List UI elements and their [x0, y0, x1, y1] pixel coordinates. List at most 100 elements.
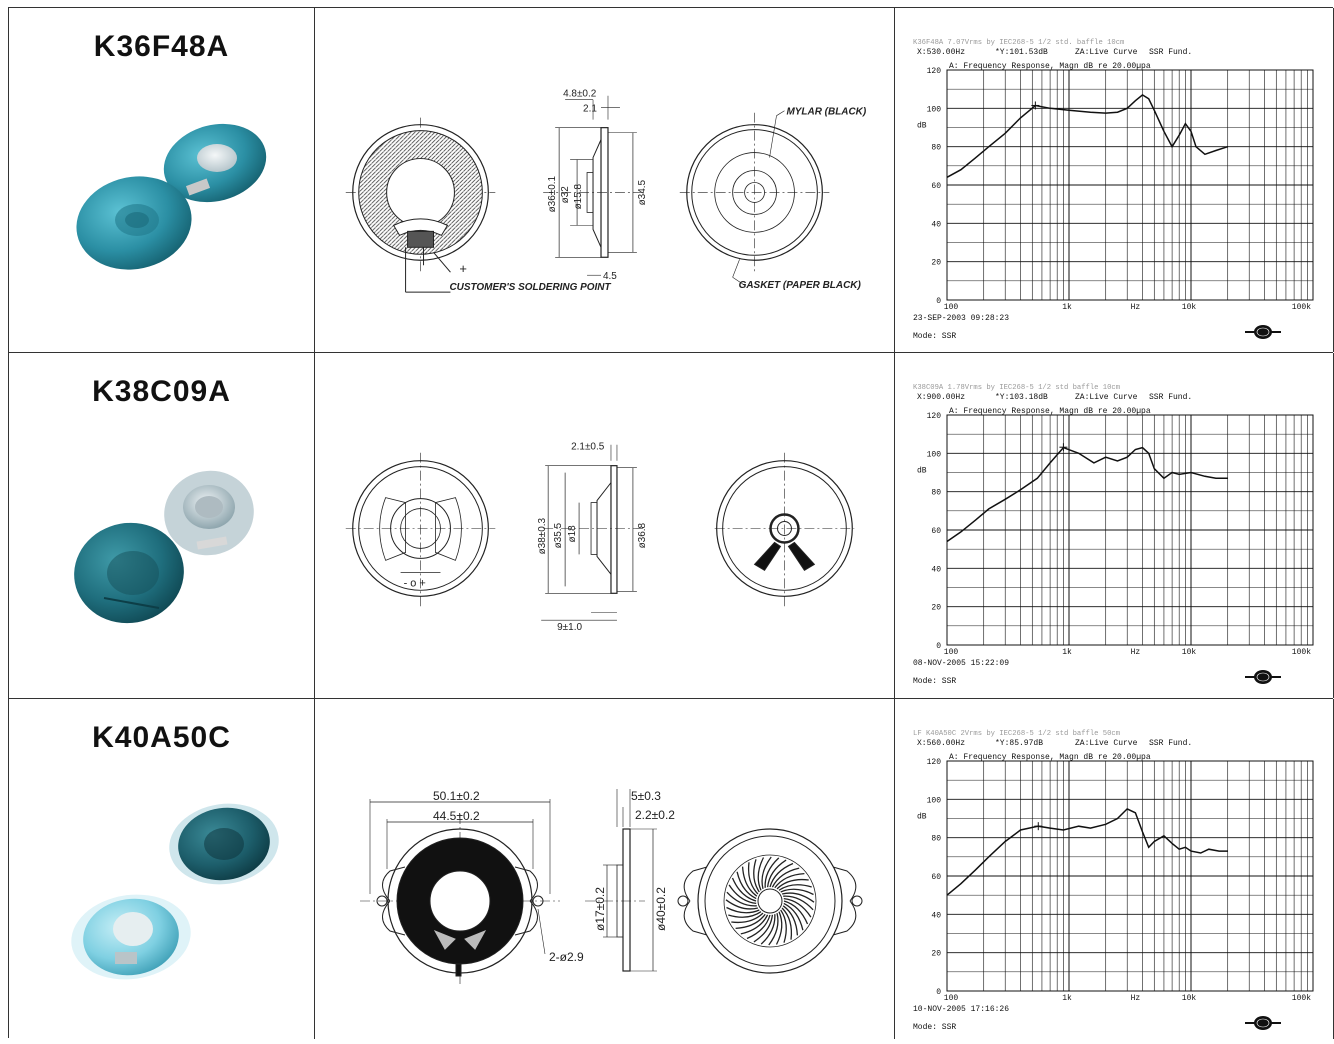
dim-front: 2.2±0.2: [635, 808, 675, 822]
side-view: [543, 95, 645, 276]
sunburst-ray: [783, 900, 809, 925]
sunburst-ray: [760, 914, 776, 945]
x-tick-label: 10k: [1182, 994, 1197, 1003]
y-readout: *Y:103.18dB: [995, 393, 1048, 402]
sunburst-ray: [726, 891, 757, 907]
side-view: [585, 789, 657, 972]
y-tick-label: 100: [927, 796, 942, 805]
chart-cell: LF K40A50C 2Vrms by IEC268-5 1/2 std baf…: [895, 699, 1334, 1039]
drawing-cell: - o +: [315, 353, 895, 698]
technical-drawing: + CUSTOMER'S SOLDERING POINT: [345, 89, 867, 293]
response-curve: [946, 807, 1228, 896]
chart-grid: [946, 760, 1314, 992]
frequency-response-chart: K38C09A 1.78Vrms by IEC268-5 1/2 std baf…: [895, 353, 1334, 698]
x-tick-label: 100: [944, 648, 959, 657]
chart-header-line: K38C09A 1.78Vrms by IEC268-5 1/2 std baf…: [913, 384, 1120, 392]
bk-logo: [1245, 325, 1281, 339]
dim-cone: ø32: [560, 186, 571, 204]
chart-cell: K38C09A 1.78Vrms by IEC268-5 1/2 std baf…: [895, 353, 1334, 698]
measurement-mode: Mode: SSR: [913, 677, 956, 686]
x-readout: X:560.00Hz: [917, 739, 965, 748]
sunburst-ray: [728, 911, 762, 918]
sunburst-ray: [769, 862, 794, 888]
speaker-photo: [71, 803, 279, 980]
speaker-photo: [74, 470, 254, 624]
dim-total: 9±1.0: [557, 622, 582, 633]
front-view: [360, 799, 560, 984]
frequency-response-svg: K36F48A 7.07Vrms by IEC268-5 1/2 std. ba…: [913, 39, 1314, 341]
y-axis-label: dB: [917, 812, 927, 821]
ssr-fund: SSR Fund.: [1149, 739, 1192, 748]
model-cell: K38C09A: [9, 353, 315, 698]
dim-flange: 50.1±0.2: [433, 789, 480, 803]
polarity-sign: +: [459, 261, 467, 276]
sunburst-ray: [781, 907, 793, 940]
product-table: K36F48A: [8, 7, 1334, 1039]
model-cell: K40A50C: [9, 699, 315, 1039]
sunburst-ray: [771, 867, 800, 888]
model-name: K40A50C: [92, 721, 231, 754]
dim-outer: ø36±0.1: [547, 175, 558, 212]
sunburst-ray: [774, 872, 805, 889]
sunburst-ray: [725, 899, 759, 910]
y-tick-label: 20: [931, 604, 941, 613]
speaker-photo: [76, 123, 267, 270]
side-view: [541, 444, 645, 621]
y-tick-label: 0: [936, 988, 941, 997]
callout-mylar: MYLAR (BLACK): [786, 107, 866, 118]
bk-logo: [1245, 1016, 1281, 1030]
sunburst-ray: [768, 912, 779, 946]
technical-drawing: - o +: [345, 442, 855, 633]
dim-cone: ø35.5: [553, 522, 564, 548]
product-row: K40A50C: [9, 699, 1334, 1039]
product-row: K38C09A: [9, 353, 1334, 699]
chart-title: A: Frequency Response, Magn dB re 20.00µ…: [949, 407, 1151, 416]
sunburst-ray: [735, 913, 766, 930]
y-tick-label: 120: [927, 758, 942, 767]
dim-outer: ø38±0.3: [537, 517, 548, 554]
measurement-mode: Mode: SSR: [913, 332, 956, 341]
za-mode: ZA:Live Curve: [1075, 739, 1138, 748]
response-curve: [946, 93, 1228, 178]
y-tick-label: 100: [927, 105, 942, 114]
bk-logo: [1245, 670, 1281, 684]
dim-magnet: ø15.8: [573, 183, 584, 209]
x-readout: X:900.00Hz: [917, 393, 965, 402]
sunburst-ray: [746, 914, 771, 940]
sunburst-ray: [780, 888, 814, 896]
dim-gasket: ø36.8: [637, 522, 648, 548]
sunburst-ray: [731, 912, 764, 924]
dim-depth: 5±0.3: [631, 789, 661, 803]
sunburst-ray: [766, 859, 787, 888]
model-name: K36F48A: [93, 30, 230, 63]
y-tick-label: 60: [931, 527, 941, 536]
response-curve: [946, 446, 1228, 543]
dim-gasket: ø34.5: [637, 179, 648, 205]
x-axis-label: Hz: [1131, 994, 1141, 1003]
frequency-response-chart: LF K40A50C 2Vrms by IEC268-5 1/2 std baf…: [895, 699, 1334, 1039]
frequency-response-chart: K36F48A 7.07Vrms by IEC268-5 1/2 std. ba…: [895, 8, 1334, 352]
x-tick-label: 1k: [1062, 303, 1072, 312]
chart-grid: [946, 414, 1314, 646]
frequency-response-svg: LF K40A50C 2Vrms by IEC268-5 1/2 std baf…: [913, 730, 1314, 1032]
za-mode: ZA:Live Curve: [1075, 393, 1138, 402]
sunburst-ray: [736, 871, 757, 900]
ssr-fund: SSR Fund.: [1149, 48, 1192, 57]
sunburst-ray: [731, 877, 757, 902]
x-tick-label: 100k: [1292, 648, 1311, 657]
x-tick-label: 10k: [1182, 648, 1197, 657]
x-tick-label: 10k: [1182, 303, 1197, 312]
sunburst-ray: [783, 902, 804, 931]
dim-outer: ø40±0.2: [654, 887, 668, 931]
ssr-fund: SSR Fund.: [1149, 393, 1192, 402]
sunburst-ray: [780, 909, 787, 943]
y-tick-label: 100: [927, 450, 942, 459]
x-tick-label: 1k: [1062, 994, 1072, 1003]
y-tick-label: 80: [931, 489, 941, 498]
y-axis-label: dB: [917, 466, 927, 475]
measurement-date: 10-NOV-2005 17:16:26: [913, 1005, 1009, 1014]
y-tick-label: 80: [931, 144, 941, 153]
x-tick-label: 1k: [1062, 648, 1072, 657]
x-axis-label: Hz: [1131, 648, 1141, 657]
y-tick-label: 80: [931, 835, 941, 844]
